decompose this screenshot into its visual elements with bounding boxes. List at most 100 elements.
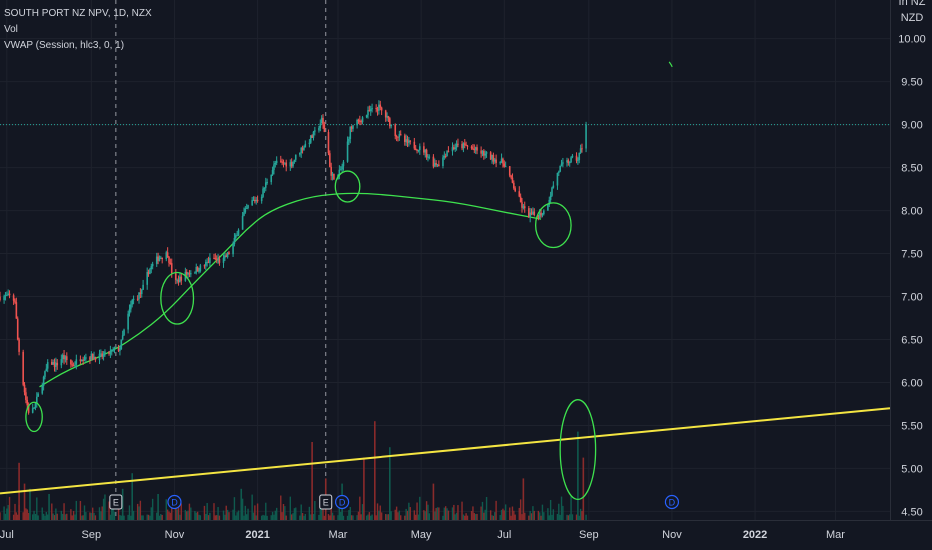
annotation-circle[interactable] xyxy=(25,401,43,433)
volume-bar xyxy=(196,511,199,520)
volume-bar xyxy=(514,514,516,520)
volume-bar xyxy=(419,496,421,520)
candle-body xyxy=(262,188,264,197)
volume-bar xyxy=(427,504,429,520)
session-break-lines xyxy=(115,0,327,520)
volume-bar xyxy=(567,515,570,520)
time-axis-background xyxy=(0,520,932,550)
price-tick-label: 10.00 xyxy=(898,34,926,46)
volume-bar xyxy=(385,514,387,520)
volume-bar xyxy=(85,512,87,520)
candle-body xyxy=(389,118,391,127)
candle-body xyxy=(311,135,313,138)
volume-bar xyxy=(466,515,469,520)
candle-body xyxy=(342,161,345,167)
volume-indicator-label[interactable]: Vol xyxy=(4,24,18,35)
earnings-marker[interactable] xyxy=(109,494,123,510)
volume-bar xyxy=(284,506,286,520)
candle-body xyxy=(50,362,53,365)
earnings-marker[interactable] xyxy=(319,494,333,510)
annotation-circle[interactable] xyxy=(334,170,361,203)
volume-bar xyxy=(161,514,163,520)
volume-bar xyxy=(127,514,129,520)
vwap-indicator-label[interactable]: VWAP (Session, hlc3, 0, 1) xyxy=(4,40,125,51)
annotation-circle[interactable] xyxy=(160,271,195,325)
annotation-circle[interactable] xyxy=(534,202,572,249)
event-marker-label: E xyxy=(323,498,329,508)
candle-body xyxy=(93,356,95,359)
time-axis[interactable]: Jul Sep Nov 2021 Mar May Jul Sep Nov 2022 Mar xyxy=(0,520,932,550)
volume-bar xyxy=(376,503,379,520)
volume-bar xyxy=(285,515,287,520)
candle-body xyxy=(320,117,323,124)
candle-body xyxy=(384,110,387,118)
annotation-stroke[interactable] xyxy=(668,61,673,68)
dividend-marker[interactable] xyxy=(167,494,182,510)
annotation-circle[interactable] xyxy=(559,399,597,501)
volume-bar xyxy=(244,505,247,520)
volume-bar xyxy=(333,515,335,520)
dividend-marker[interactable] xyxy=(664,494,680,510)
candle-body xyxy=(140,289,143,294)
yellow-trendline[interactable] xyxy=(0,407,891,495)
volume-bar xyxy=(187,510,189,520)
volume-bar xyxy=(322,508,324,520)
volume-bar xyxy=(128,505,131,520)
volume-bar xyxy=(213,503,215,520)
volume-bar xyxy=(176,509,178,520)
candle-body xyxy=(333,173,335,180)
candle-body xyxy=(319,123,322,128)
volume-bar xyxy=(205,513,207,520)
volume-bar xyxy=(236,512,238,520)
price-axis[interactable]: In NZ NZD 10.00 9.50 9.00 8.50 8.00 7.50 7.00 6… xyxy=(890,0,932,520)
volume-bar xyxy=(462,514,465,520)
candle-body xyxy=(102,354,105,357)
volume-bar xyxy=(513,510,515,520)
candle-body xyxy=(25,392,27,400)
volume-bar xyxy=(44,515,46,520)
price-tick-label: 8.00 xyxy=(901,206,922,218)
volume-bar xyxy=(528,515,530,520)
candle-body xyxy=(341,166,343,170)
volume-bar xyxy=(3,506,5,520)
symbol-title[interactable]: SOUTH PORT NZ NPV, 1D, NZX xyxy=(4,8,152,19)
trendline-segment[interactable] xyxy=(0,407,891,495)
candle-body xyxy=(274,162,277,165)
dividend-marker[interactable] xyxy=(334,494,350,510)
candle-body xyxy=(387,115,390,119)
candle-body xyxy=(8,293,11,296)
candle-body xyxy=(318,127,320,131)
volume-bar xyxy=(303,515,305,520)
volume-bar xyxy=(203,505,206,520)
volume-spike-bar xyxy=(374,421,376,520)
volume-bar xyxy=(61,513,64,520)
candle-body xyxy=(128,309,131,314)
volume-bar xyxy=(380,512,383,520)
candle-body xyxy=(23,384,26,393)
price-tick-label: 8.50 xyxy=(901,163,922,175)
volume-bar xyxy=(83,505,86,520)
volume-bar xyxy=(109,514,112,520)
candle-body xyxy=(218,258,221,263)
hand-drawn-annotations[interactable] xyxy=(25,61,673,501)
volume-bar xyxy=(575,514,578,520)
candle-body xyxy=(179,276,181,283)
candle-body xyxy=(304,143,307,148)
price-tick-label: 5.00 xyxy=(901,463,922,475)
candle-body xyxy=(523,206,526,209)
candle-body xyxy=(80,359,83,362)
candle-body xyxy=(425,149,428,158)
candle-body xyxy=(155,256,158,264)
candle-body xyxy=(529,212,531,218)
candle-body xyxy=(470,146,473,149)
volume-bar xyxy=(532,506,534,520)
volume-bar xyxy=(251,494,253,520)
candle-body xyxy=(166,252,169,257)
volume-bar xyxy=(541,504,544,520)
volume-bar xyxy=(8,496,11,520)
volume-spike-bar xyxy=(432,483,435,520)
candle-body xyxy=(472,148,474,150)
candle-body xyxy=(264,182,267,188)
